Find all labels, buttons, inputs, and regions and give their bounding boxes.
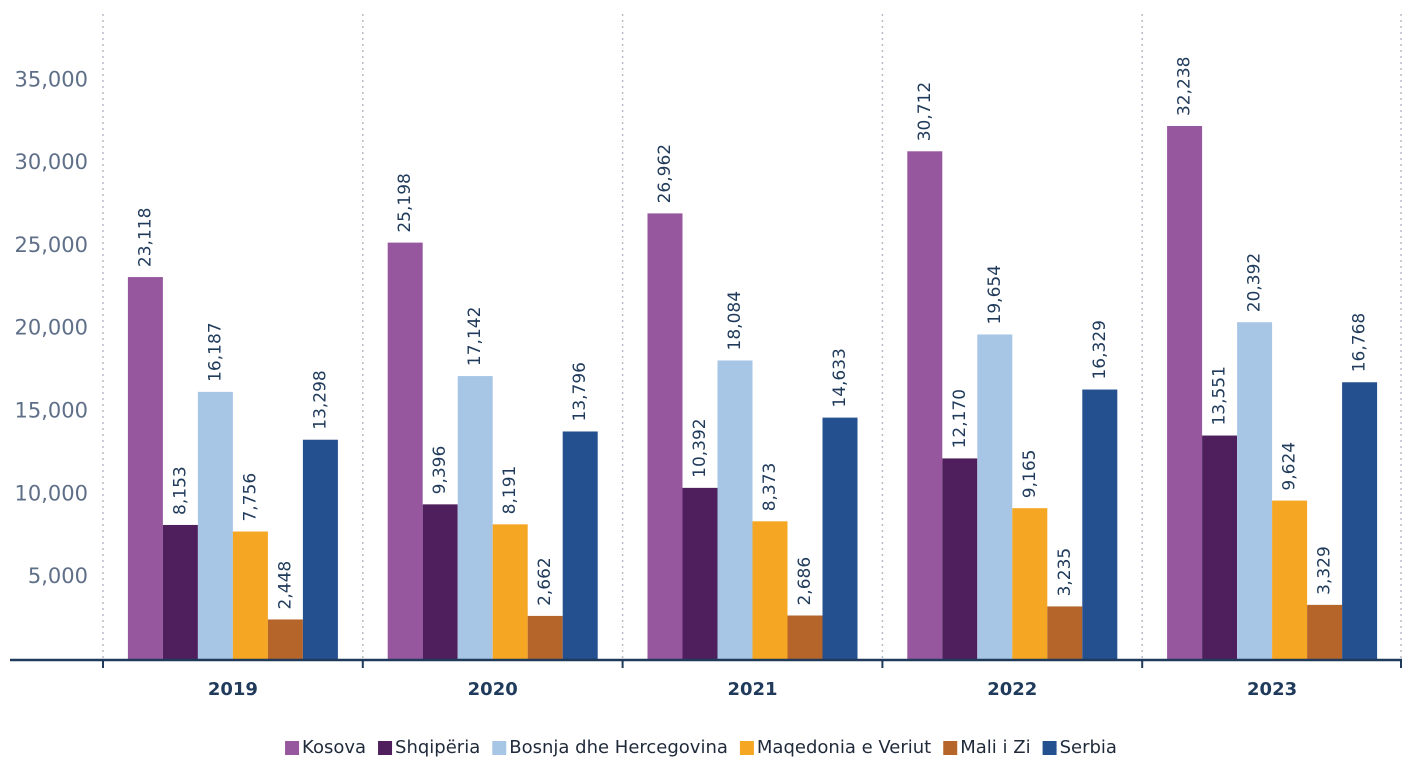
- bar: [422, 504, 458, 660]
- value-label: 16,768: [1350, 313, 1370, 372]
- bar: [787, 615, 823, 660]
- value-label: 23,118: [135, 208, 155, 267]
- bar: [977, 334, 1013, 660]
- value-label: 16,187: [205, 322, 225, 381]
- value-label: 14,633: [830, 348, 850, 407]
- bar: [127, 277, 163, 660]
- value-label: 19,654: [985, 265, 1005, 324]
- legend-label: Serbia: [1060, 737, 1117, 758]
- value-label: 10,392: [690, 418, 710, 477]
- value-label: 2,448: [275, 561, 295, 610]
- value-label: 26,962: [655, 144, 675, 203]
- value-label: 30,712: [915, 82, 935, 141]
- y-tick-label: 30,000: [15, 150, 88, 174]
- legend-label: Shqipëria: [395, 737, 480, 758]
- bar: [562, 431, 598, 660]
- bar: [1167, 126, 1203, 660]
- value-label: 32,238: [1175, 57, 1195, 116]
- value-label: 18,084: [725, 291, 745, 350]
- bar: [717, 360, 753, 660]
- value-label: 2,662: [535, 557, 555, 606]
- value-label: 7,756: [240, 473, 260, 522]
- legend-swatch: [739, 741, 754, 755]
- value-label: 13,298: [310, 370, 330, 429]
- bar: [1272, 500, 1308, 660]
- bar: [1307, 604, 1343, 660]
- value-label: 9,396: [430, 446, 450, 495]
- value-label: 3,235: [1055, 548, 1075, 597]
- value-label: 8,373: [760, 463, 780, 512]
- bar: [162, 524, 198, 660]
- y-tick-label: 5,000: [28, 564, 88, 588]
- value-label: 9,624: [1280, 442, 1300, 491]
- x-tick-label: 2021: [727, 679, 777, 700]
- bar: [822, 417, 858, 660]
- legend-swatch: [1042, 741, 1057, 755]
- x-tick-label: 2019: [208, 679, 258, 700]
- value-label: 8,191: [500, 466, 520, 515]
- value-label: 13,551: [1210, 366, 1230, 425]
- value-label: 17,142: [465, 307, 485, 366]
- bar: [1047, 606, 1083, 660]
- x-tick-label: 2022: [987, 679, 1037, 700]
- bar: [1237, 322, 1273, 660]
- value-label: 2,686: [795, 557, 815, 606]
- bar: [197, 391, 233, 660]
- bar: [1342, 382, 1378, 660]
- value-label: 13,796: [570, 362, 590, 421]
- value-label: 3,329: [1315, 546, 1335, 595]
- y-tick-label: 20,000: [15, 316, 88, 340]
- legend-swatch: [285, 741, 300, 755]
- bar: [302, 439, 338, 660]
- bar: [942, 458, 978, 660]
- value-label: 20,392: [1245, 253, 1265, 312]
- y-tick-label: 15,000: [15, 399, 88, 423]
- legend-swatch: [492, 741, 507, 755]
- legend-label: Bosnja dhe Hercegovina: [509, 737, 728, 758]
- value-label: 25,198: [395, 173, 415, 232]
- bar: [267, 619, 303, 660]
- bar: [647, 213, 683, 660]
- value-label: 8,153: [170, 466, 190, 515]
- y-tick-label: 35,000: [15, 67, 88, 91]
- value-label: 12,170: [950, 389, 970, 448]
- bar: [492, 524, 528, 660]
- legend-swatch: [943, 741, 958, 755]
- x-tick-label: 2023: [1247, 679, 1297, 700]
- y-tick-label: 10,000: [15, 481, 88, 505]
- value-label: 16,329: [1090, 320, 1110, 379]
- bar: [387, 242, 423, 660]
- bar: [907, 151, 943, 661]
- bar: [752, 521, 788, 660]
- legend-label: Mali i Zi: [960, 737, 1030, 758]
- value-label: 9,165: [1020, 450, 1040, 499]
- bar: [457, 376, 493, 660]
- bar: [682, 487, 718, 660]
- bar: [1202, 435, 1238, 660]
- bar: [527, 615, 563, 660]
- bar: [1082, 389, 1118, 660]
- x-tick-label: 2020: [468, 679, 518, 700]
- legend-label: Maqedonia e Veriut: [757, 737, 931, 758]
- bar: [232, 531, 268, 660]
- y-tick-label: 25,000: [15, 233, 88, 257]
- legend-swatch: [378, 741, 393, 755]
- legend-label: Kosova: [302, 737, 366, 758]
- bar: [1012, 508, 1048, 660]
